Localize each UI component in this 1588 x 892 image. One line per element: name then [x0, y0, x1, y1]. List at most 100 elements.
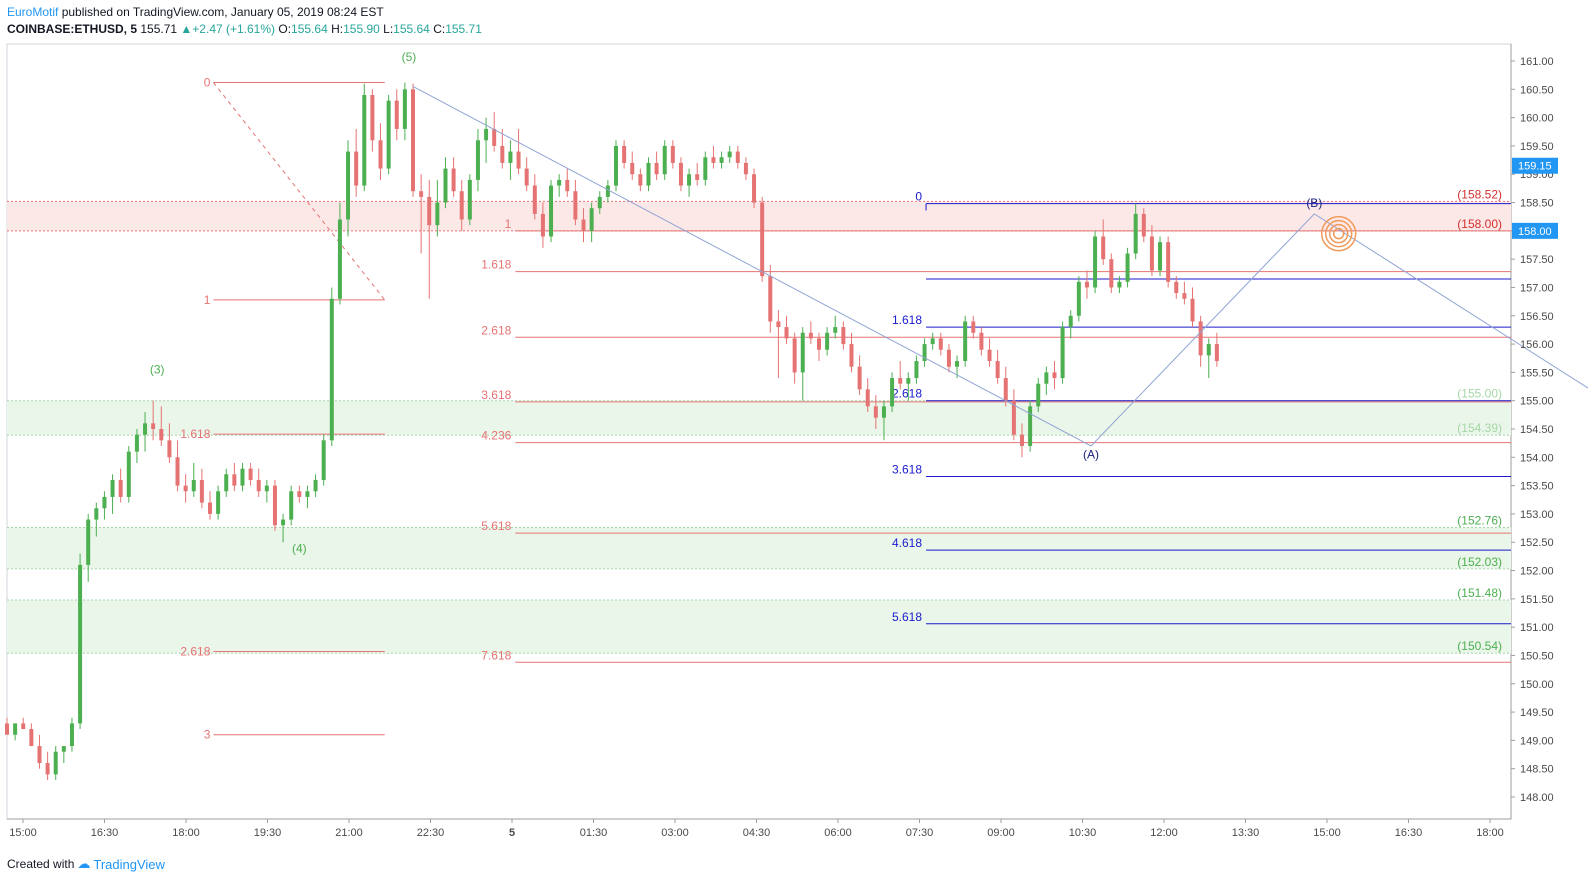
candle-body	[1214, 344, 1219, 362]
candle	[208, 491, 212, 520]
high-label: H:	[331, 22, 344, 36]
candle-body	[963, 321, 968, 362]
candle-body	[776, 321, 781, 328]
price-tag-bg	[1512, 222, 1558, 239]
y-tick-label: 156.00	[1520, 339, 1554, 351]
tradingview-brand[interactable]: TradingView	[93, 856, 165, 872]
candle-body	[1101, 236, 1106, 260]
candle-body	[881, 406, 886, 418]
close-label: C:	[433, 22, 446, 36]
candle	[248, 462, 253, 486]
zone-price-label: (150.54)	[1457, 639, 1502, 653]
candle-body	[800, 332, 805, 373]
x-tick-label: 15:00	[9, 827, 37, 839]
candle	[946, 344, 951, 373]
candle	[159, 406, 164, 446]
candle-body	[711, 157, 716, 163]
candle-body	[630, 162, 635, 175]
author-link[interactable]: EuroMotif	[7, 5, 59, 19]
candle-body	[808, 332, 813, 339]
candle	[1036, 378, 1041, 413]
fib-blue-label: 0	[915, 190, 922, 204]
x-tick-label: 04:30	[743, 827, 771, 839]
candle	[597, 191, 602, 214]
candle	[1117, 276, 1122, 294]
overlay-layer: (5)(3)(4)(A)(B)(C)	[150, 50, 1588, 555]
candle	[1198, 315, 1203, 367]
candle-body	[979, 332, 984, 350]
candle-body	[849, 344, 854, 367]
candle	[955, 355, 960, 379]
candle	[825, 327, 830, 356]
candle-body	[208, 502, 212, 514]
candle-body	[1003, 378, 1008, 401]
candle-body	[175, 457, 180, 486]
y-tick-label: 160.50	[1520, 84, 1554, 96]
fib-mid-label: 2.618	[481, 323, 511, 337]
candle-body	[1060, 327, 1065, 379]
candle	[1028, 400, 1033, 452]
candle	[337, 202, 342, 305]
fib-mid-label: 1.618	[481, 258, 511, 272]
candle	[719, 151, 724, 169]
candle	[1190, 287, 1195, 328]
candle-body	[557, 179, 562, 186]
y-tick-label: 149.00	[1520, 735, 1554, 747]
candle	[61, 746, 66, 764]
candle	[532, 174, 537, 220]
candle-body	[922, 344, 927, 362]
candle-body	[1109, 259, 1114, 288]
price-tag-label: 159.15	[1518, 161, 1552, 173]
candle-body	[1117, 281, 1122, 288]
candle-body	[232, 474, 237, 486]
candle	[930, 332, 935, 350]
candle	[500, 128, 505, 169]
candle-body	[857, 366, 862, 390]
candle	[1206, 338, 1211, 379]
candle-body	[86, 519, 91, 565]
candle	[938, 332, 943, 356]
candle-body	[914, 361, 919, 379]
candle-body	[987, 349, 992, 362]
candle	[199, 468, 204, 509]
candle-body	[402, 89, 407, 129]
wave-label: (A)	[1083, 447, 1099, 461]
candle-body	[662, 145, 667, 175]
candle	[13, 723, 18, 741]
candle	[865, 378, 870, 413]
time-axis[interactable]: 15:00 16:30 18:00 19:30 21:00 22:30 5 01:30 03:0…	[7, 818, 1511, 839]
candle-body	[467, 179, 472, 220]
candle	[743, 157, 748, 180]
candle-body	[78, 564, 83, 724]
candle	[1214, 332, 1219, 367]
candle	[191, 462, 196, 497]
candle-body	[134, 434, 139, 452]
candle	[378, 123, 383, 180]
y-tick-label: 150.00	[1520, 679, 1554, 691]
created-with-text: Created with	[7, 857, 75, 871]
x-tick-label: 16:30	[91, 827, 119, 839]
candle-body	[752, 174, 757, 203]
high-value: 155.90	[343, 22, 380, 36]
last-price: 155.71	[140, 22, 178, 36]
ohlc-line: COINBASE:ETHUSD, 5 155.71 ▲+2.47 (+1.61%…	[7, 21, 482, 38]
x-tick-label: 13:30	[1232, 827, 1260, 839]
candle	[1166, 236, 1171, 288]
y-tick-label: 155.50	[1520, 367, 1554, 379]
candle-body	[1149, 236, 1154, 271]
candle-body	[873, 406, 878, 418]
symbol-label: COINBASE:ETHUSD, 5	[7, 22, 138, 36]
published-text: published on TradingView.com, January 05…	[61, 5, 384, 19]
candle-body	[1011, 400, 1016, 435]
candle	[94, 502, 99, 537]
zone-price-label: (154.39)	[1457, 421, 1502, 435]
candle	[86, 513, 91, 582]
candle	[5, 717, 9, 735]
chart-header: EuroMotif published on TradingView.com, …	[7, 4, 482, 38]
candle	[118, 468, 123, 503]
candle	[695, 162, 700, 186]
candle-body	[638, 174, 643, 186]
candle-body	[646, 162, 651, 186]
candle	[281, 513, 286, 543]
